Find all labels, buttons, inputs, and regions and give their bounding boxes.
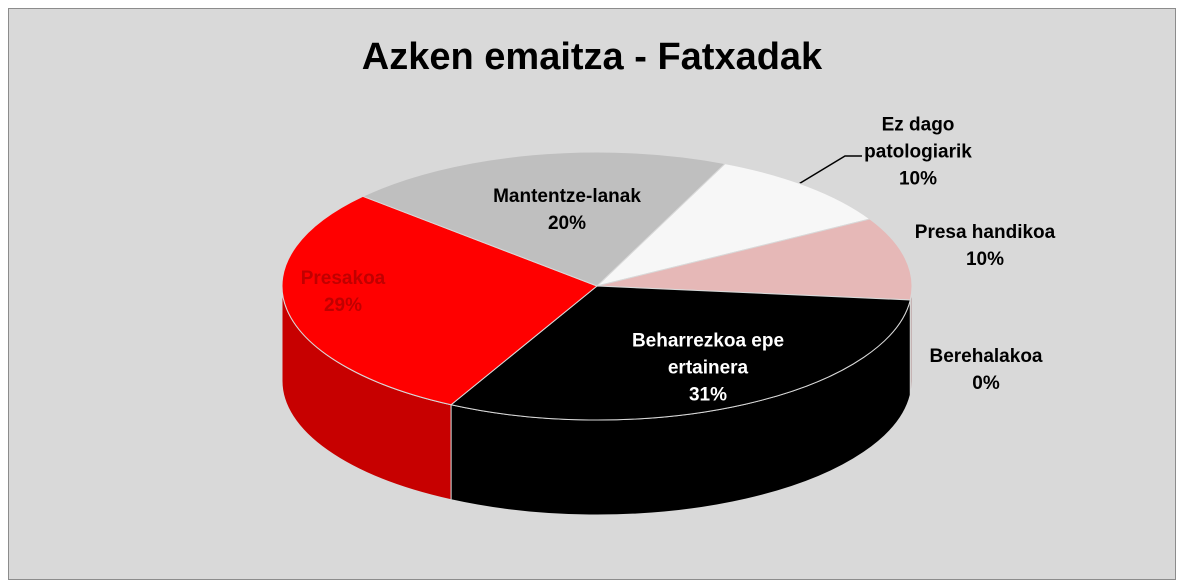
data-label: Presa handikoa 10%: [885, 219, 1085, 273]
data-label: Ez dago patologiarik 10%: [848, 112, 988, 193]
category-label: Mantentze-lanak: [493, 186, 641, 207]
category-label: Ez dago patologiarik: [864, 114, 972, 163]
value-label: 10%: [965, 249, 1005, 270]
slice: [595, 163, 871, 287]
value-label: 31%: [688, 384, 728, 406]
data-label: Berehalakoa 0%: [906, 343, 1066, 397]
value-label: 20%: [547, 213, 587, 234]
category-label: Presakoa: [300, 268, 386, 289]
category-label: Beharrezkoa epe ertainera: [631, 330, 785, 379]
slice: [281, 195, 598, 406]
value-label: 10%: [898, 168, 938, 190]
slice: [361, 151, 727, 287]
slice: [449, 285, 911, 421]
data-label: Presakoa 29%: [273, 265, 413, 319]
category-label: Berehalakoa: [929, 346, 1043, 367]
data-label: Mantentze-lanak 20%: [457, 183, 677, 237]
value-label: 0%: [972, 373, 1000, 394]
chart-title: Azken emaitza - Fatxadak: [361, 36, 823, 78]
data-label: Beharrezkoa epe ertainera 31%: [603, 328, 813, 409]
leader-line: [796, 155, 862, 186]
category-label: Presa handikoa: [914, 222, 1056, 243]
slice: [596, 218, 913, 301]
value-label: 29%: [323, 295, 363, 316]
